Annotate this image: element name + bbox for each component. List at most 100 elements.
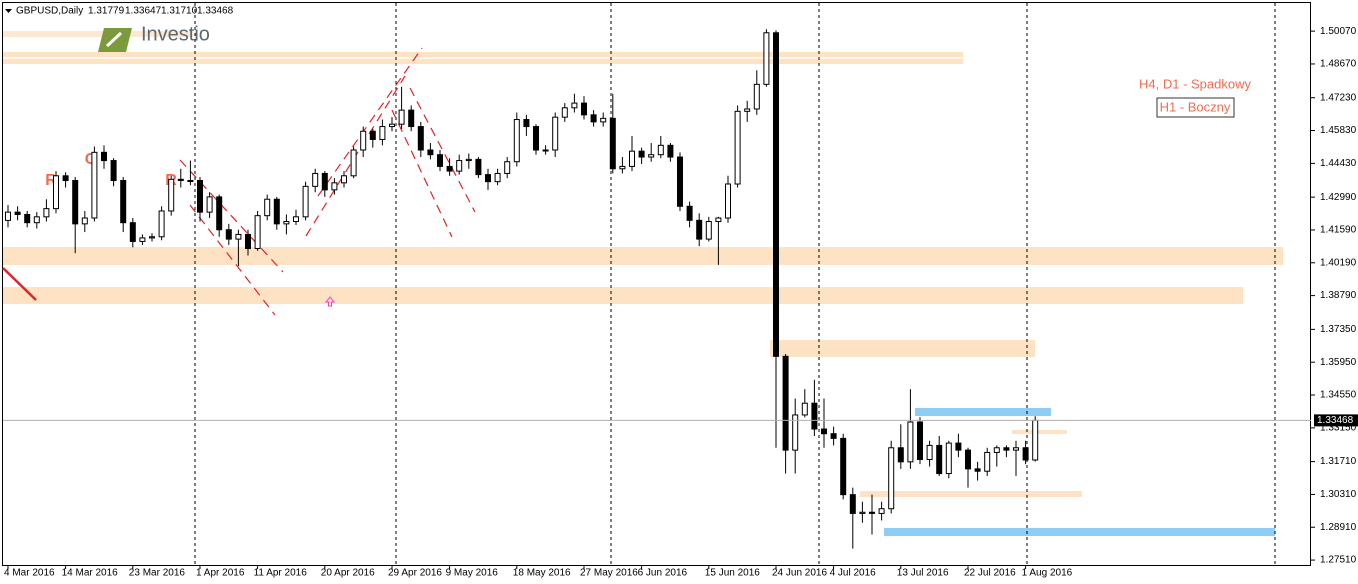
x-tick-label: 4 Mar 2016 bbox=[4, 568, 55, 579]
menu-icon bbox=[5, 9, 12, 13]
y-tick-label: 1.30310 bbox=[1320, 489, 1357, 500]
candle-body bbox=[648, 154, 655, 158]
candle-body bbox=[504, 161, 511, 174]
y-tick-label: 1.28910 bbox=[1320, 522, 1357, 533]
period-separators bbox=[194, 3, 1276, 565]
y-tick-label: 1.34550 bbox=[1320, 390, 1357, 401]
chart-title: GBPUSD,Daily bbox=[16, 6, 83, 17]
candle-body bbox=[62, 175, 69, 181]
y-tick-label: 1.27510 bbox=[1320, 555, 1357, 566]
candle-body bbox=[216, 196, 223, 231]
candle-body bbox=[984, 451, 991, 472]
candle-body bbox=[53, 175, 59, 210]
candle-body bbox=[235, 233, 242, 240]
candle-body bbox=[571, 102, 578, 109]
candle-body bbox=[744, 108, 751, 112]
candle-body bbox=[360, 130, 367, 151]
candle-body bbox=[974, 468, 981, 472]
y-tick-label: 1.37350 bbox=[1320, 324, 1357, 335]
candle-body bbox=[955, 442, 962, 451]
x-tick-label: 18 May 2016 bbox=[513, 568, 571, 579]
trendline bbox=[179, 159, 284, 273]
annotation-box bbox=[1156, 97, 1235, 118]
candle-body bbox=[792, 414, 799, 451]
candle-body bbox=[1013, 447, 1019, 451]
candle-body bbox=[446, 165, 453, 172]
candle-body bbox=[139, 237, 146, 242]
candle-body bbox=[341, 175, 347, 184]
y-tick-label: 1.48670 bbox=[1320, 59, 1357, 70]
candle-body bbox=[926, 444, 933, 460]
zones bbox=[3, 31, 1283, 536]
candle-body bbox=[725, 183, 731, 219]
zone bbox=[860, 491, 1082, 497]
candle-body bbox=[168, 178, 175, 212]
x-tick-label: 9 May 2016 bbox=[446, 568, 499, 579]
candle-body bbox=[129, 222, 136, 242]
candle-body bbox=[993, 447, 1000, 453]
y-tick-label: 1.33150 bbox=[1320, 422, 1357, 433]
zone bbox=[3, 31, 193, 37]
y-tick-label: 1.41590 bbox=[1320, 225, 1357, 236]
x-tick-label: 23 Mar 2016 bbox=[129, 568, 186, 579]
arrow bbox=[324, 296, 336, 307]
candle-body bbox=[801, 402, 808, 416]
ohlc-low: 1.31710 bbox=[161, 6, 198, 17]
candle-body bbox=[369, 130, 376, 140]
candle-body bbox=[81, 217, 88, 225]
candle-body bbox=[629, 150, 635, 167]
candle-body bbox=[907, 421, 914, 463]
candle-body bbox=[494, 172, 501, 183]
candle-body bbox=[293, 216, 299, 223]
y-tick-label: 1.47230 bbox=[1320, 92, 1357, 103]
x-tick-label: 1 Apr 2016 bbox=[196, 568, 245, 579]
trendline bbox=[189, 204, 276, 316]
candle-body bbox=[1032, 419, 1039, 461]
zone bbox=[3, 247, 1283, 265]
candle-body bbox=[273, 198, 280, 225]
x-tick-label: 13 Jul 2016 bbox=[897, 568, 949, 579]
candle-body bbox=[773, 32, 779, 357]
candle-body bbox=[245, 233, 251, 249]
ohlc-close: 1.33468 bbox=[197, 6, 234, 17]
candle-body bbox=[849, 494, 856, 514]
x-tick-label: 20 Apr 2016 bbox=[321, 568, 375, 579]
candle-body bbox=[225, 229, 232, 240]
x-tick-label: 14 Mar 2016 bbox=[62, 568, 119, 579]
candle-body bbox=[254, 215, 261, 249]
candle-body bbox=[830, 433, 837, 439]
candle-body bbox=[840, 437, 847, 496]
candle-body bbox=[734, 110, 741, 185]
candle-body bbox=[427, 149, 434, 156]
candle-body bbox=[936, 444, 943, 475]
candle-body bbox=[513, 119, 520, 163]
candle-body bbox=[696, 219, 703, 240]
logo-text: Investio bbox=[141, 23, 210, 45]
candle-body bbox=[542, 149, 549, 152]
candle-body bbox=[897, 447, 904, 463]
candle-body bbox=[609, 117, 616, 170]
candle-body bbox=[657, 144, 664, 156]
plot-frame bbox=[2, 2, 1311, 566]
y-tick-label: 1.45830 bbox=[1320, 125, 1357, 136]
candle-body bbox=[456, 160, 463, 172]
candle-body bbox=[177, 178, 184, 181]
candle-body bbox=[965, 449, 971, 470]
candle-body bbox=[590, 114, 597, 123]
current-price-box bbox=[1314, 414, 1358, 427]
candle-body bbox=[437, 154, 443, 167]
candle-body bbox=[417, 126, 424, 151]
candle-body bbox=[1022, 447, 1029, 461]
candle-body bbox=[945, 442, 952, 475]
candle-body bbox=[72, 179, 79, 225]
candle-body bbox=[677, 156, 683, 207]
candle-body bbox=[878, 508, 885, 514]
y-tick-label: 1.42990 bbox=[1320, 192, 1357, 203]
candle-body bbox=[33, 216, 40, 224]
candle-body bbox=[24, 213, 31, 224]
candle-body bbox=[667, 144, 674, 158]
candle-body bbox=[753, 83, 760, 110]
candle-body bbox=[398, 109, 405, 125]
trendline bbox=[317, 47, 423, 197]
